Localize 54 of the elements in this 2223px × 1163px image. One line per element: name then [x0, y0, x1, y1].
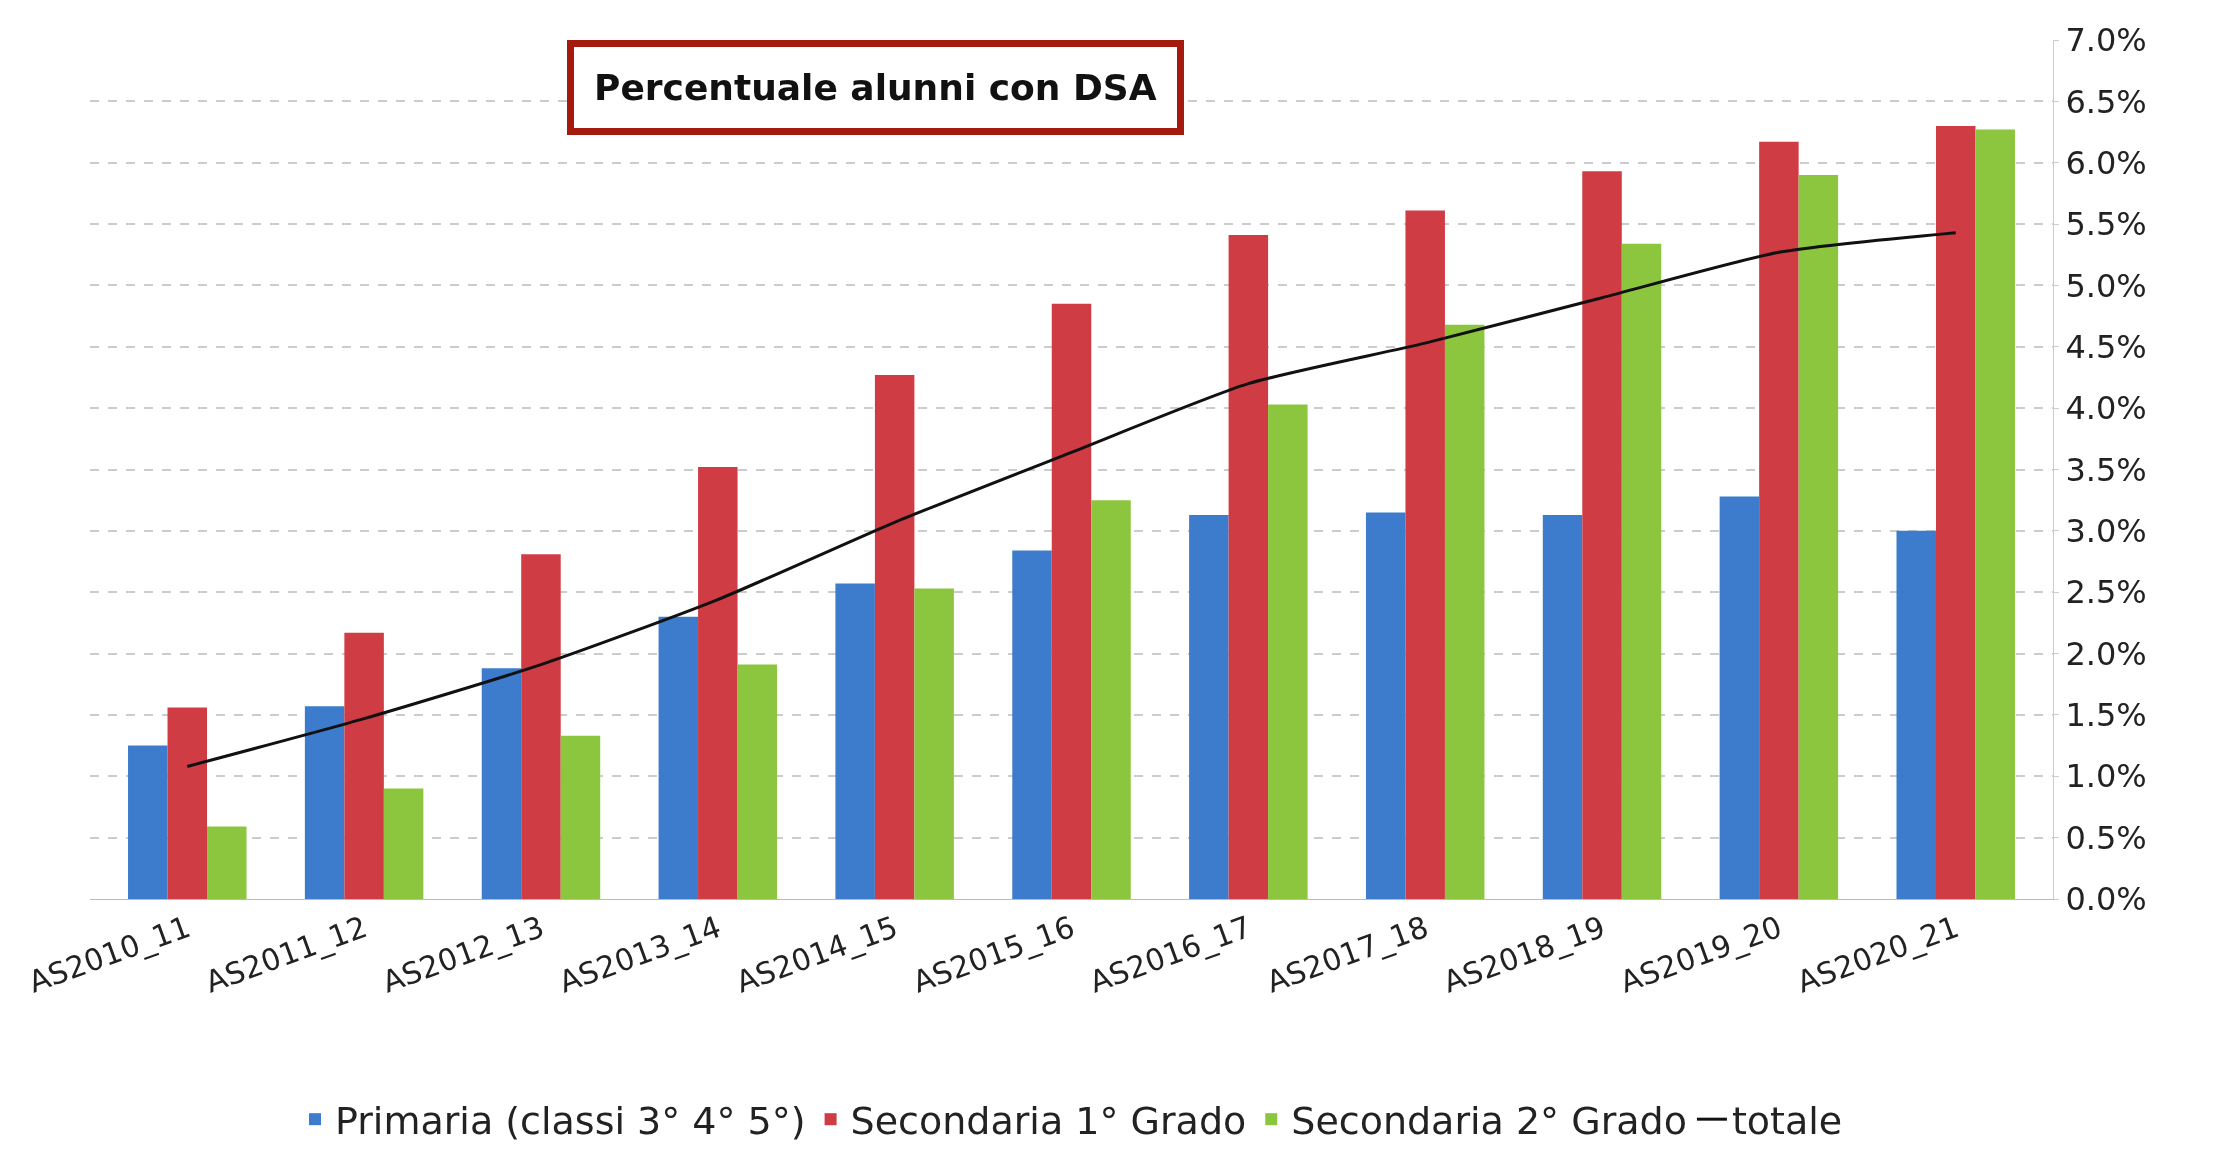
bar — [1268, 404, 1308, 899]
bar — [1896, 530, 1936, 899]
bar — [167, 707, 208, 899]
bar — [698, 467, 738, 899]
bar — [1189, 514, 1229, 899]
text: Percentuale alunni con DSA — [594, 67, 1157, 108]
line-series — [185, 231, 1958, 768]
bar — [304, 706, 345, 899]
bar — [1975, 129, 2015, 899]
bar — [521, 554, 561, 899]
y-tick-label: 0.5% — [2065, 818, 2147, 857]
bar — [737, 664, 778, 899]
y-tick-label: 3.5% — [2065, 450, 2147, 489]
bar — [207, 826, 247, 899]
y-tick-label: 5.5% — [2065, 205, 2147, 244]
bar — [1935, 125, 1976, 899]
y-tick-label: 5.0% — [2065, 266, 2147, 305]
bar — [835, 583, 875, 899]
y-tick-label: 6.5% — [2065, 82, 2147, 121]
legend-label: totale — [1731, 1099, 1843, 1143]
bar — [1091, 500, 1131, 899]
bar — [1365, 512, 1406, 899]
bar — [1012, 550, 1052, 899]
y-tick-label: 2.5% — [2065, 573, 2147, 612]
y-tick-label: 3.0% — [2065, 512, 2147, 551]
bar — [1719, 496, 1760, 899]
bar — [1405, 210, 1445, 899]
bar — [560, 735, 601, 899]
bar — [1542, 514, 1583, 899]
bar — [344, 632, 384, 899]
bar — [481, 668, 522, 899]
legend-label: Secondaria 2° Grado — [1291, 1099, 1687, 1143]
bar — [1621, 243, 1662, 899]
bar — [658, 616, 699, 899]
y-tick-label: 1.0% — [2065, 757, 2147, 796]
bar — [1051, 303, 1092, 899]
bar — [914, 588, 954, 899]
y-tick-label: 1.5% — [2065, 696, 2147, 735]
bar — [1228, 235, 1269, 899]
y-tick-label: 2.0% — [2065, 634, 2147, 673]
bar — [128, 745, 168, 899]
legend-label: Secondaria 1° Grado — [850, 1099, 1247, 1143]
bar — [1582, 171, 1622, 899]
y-tick-label: 7.0% — [2065, 21, 2147, 60]
bar — [1798, 174, 1839, 899]
y-tick-label: 4.5% — [2065, 327, 2147, 366]
legend-label: Primaria (classi 3° 4° 5°) — [335, 1099, 806, 1143]
y-tick-label: 6.0% — [2065, 143, 2147, 182]
bar — [1444, 324, 1485, 899]
y-tick-label: 4.0% — [2065, 389, 2147, 428]
bar — [383, 788, 424, 899]
bar — [1759, 141, 1799, 899]
y-tick-label: 0.0% — [2065, 880, 2147, 919]
bar — [874, 375, 915, 899]
